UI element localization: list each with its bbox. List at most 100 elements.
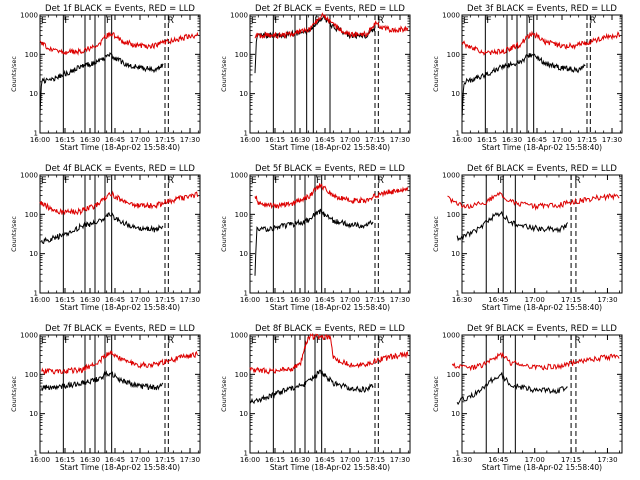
chart-panel: Det 9f BLACK = Events, RED = LLD 1 10 100 10… [432,324,623,472]
series-line [254,208,374,276]
x-tick-label: 17:30 [597,456,617,464]
x-tick-label: 16:15 [55,296,75,304]
x-tick-label: 16:00 [30,136,50,144]
chart-panel: Det 7f BLACK = Events, RED = LLD 1 10 100 10… [10,324,201,472]
event-marker: R [575,176,581,186]
x-tick-label: 17:15 [155,456,175,464]
event-marker: R [168,336,174,346]
x-tick-label: 16:45 [527,136,547,144]
event-marker: R [168,16,174,26]
y-tick-label: 1 [244,450,248,458]
event-marker: F [486,16,491,26]
y-tick-label: 1000 [20,332,38,340]
y-axis-label: Counts/sec [10,216,18,252]
y-tick-label: 1000 [230,12,248,20]
x-axis-label: Start Time (18-Apr-02 15:58:40) [270,463,390,472]
event-marker: F [274,176,279,186]
x-tick-label: 16:45 [105,136,125,144]
event-marker: E [251,16,257,26]
chart-panel: Det 8f BLACK = Events, RED = LLD 1 10 100 10… [220,324,411,472]
event-marker: F [316,176,321,186]
y-tick-label: 1 [456,450,460,458]
event-marker: R [590,16,596,26]
chart-title: Det 2f BLACK = Events, RED = LLD [255,4,405,14]
y-tick-label: 10 [29,250,38,258]
y-tick-label: 10 [29,410,38,418]
plot-frame [39,174,201,294]
chart-title: Det 6f BLACK = Events, RED = LLD [467,164,617,174]
x-tick-label: 17:15 [155,296,175,304]
y-tick-label: 1 [244,130,248,138]
x-axis-label: Start Time (18-Apr-02 15:58:40) [270,303,390,312]
y-axis-label: Counts/sec [220,216,228,252]
event-marker: E [41,176,47,186]
plot-frame [461,14,623,134]
chart-panel: Det 4f BLACK = Events, RED = LLD 1 10 100 10… [10,164,201,312]
x-tick-label: 16:15 [265,136,285,144]
x-tick-label: 16:45 [105,296,125,304]
series-line [41,212,164,245]
x-tick-label: 16:30 [452,296,472,304]
event-marker: F [499,176,504,186]
y-axis-label: Counts/sec [220,376,228,412]
chart-title: Det 8f BLACK = Events, RED = LLD [255,324,405,334]
y-tick-label: 10 [239,90,248,98]
y-tick-label: 1000 [230,332,248,340]
x-tick-label: 17:30 [602,136,622,144]
series-line [456,210,569,242]
plot-frame [249,334,411,454]
x-tick-label: 16:15 [477,136,497,144]
y-tick-label: 100 [447,211,460,219]
x-tick-label: 16:30 [290,296,310,304]
y-tick-label: 100 [25,211,38,219]
chart-title: Det 1f BLACK = Events, RED = LLD [45,4,195,14]
x-tick-label: 16:15 [55,136,75,144]
x-tick-label: 17:00 [340,136,360,144]
y-axis-label: Counts/sec [432,376,440,412]
y-tick-label: 100 [235,211,248,219]
x-tick-label: 16:30 [80,456,100,464]
x-tick-label: 17:30 [180,296,200,304]
plot-frame [249,174,411,294]
y-tick-label: 100 [25,51,38,59]
event-marker: E [41,336,47,346]
y-tick-label: 1000 [442,332,460,340]
series-line [39,52,164,115]
x-tick-label: 17:00 [525,456,545,464]
x-tick-label: 16:15 [55,456,75,464]
y-tick-label: 100 [235,51,248,59]
x-tick-label: 17:00 [340,296,360,304]
x-tick-label: 16:00 [240,296,260,304]
x-tick-label: 16:00 [240,136,260,144]
y-tick-label: 1000 [442,12,460,20]
y-tick-label: 10 [239,410,248,418]
x-tick-label: 16:45 [315,296,335,304]
x-tick-label: 17:30 [390,136,410,144]
y-tick-label: 1 [34,130,38,138]
y-axis-label: Counts/sec [220,56,228,92]
series-line [41,370,164,392]
plot-frame [461,174,623,294]
x-axis-label: Start Time (18-Apr-02 15:58:40) [270,143,390,152]
y-tick-label: 1 [34,290,38,298]
event-marker: E [251,336,257,346]
event-marker: E [41,16,47,26]
y-tick-label: 1000 [20,12,38,20]
event-marker: F [528,16,533,26]
event-marker: F [274,16,279,26]
x-tick-label: 17:15 [561,296,581,304]
x-axis-label: Start Time (18-Apr-02 15:58:40) [482,143,602,152]
event-marker: R [378,336,384,346]
chart-panel: Det 2f BLACK = Events, RED = LLD 1 10 100 10… [220,4,411,152]
x-tick-label: 16:00 [30,296,50,304]
x-tick-label: 16:45 [105,456,125,464]
x-tick-label: 16:30 [290,456,310,464]
x-tick-label: 17:15 [365,136,385,144]
x-tick-label: 16:45 [488,296,508,304]
y-tick-label: 1000 [20,172,38,180]
x-axis-label: Start Time (18-Apr-02 15:58:40) [60,143,180,152]
series-line [456,371,568,406]
plot-frame [39,14,201,134]
x-tick-label: 17:15 [561,456,581,464]
